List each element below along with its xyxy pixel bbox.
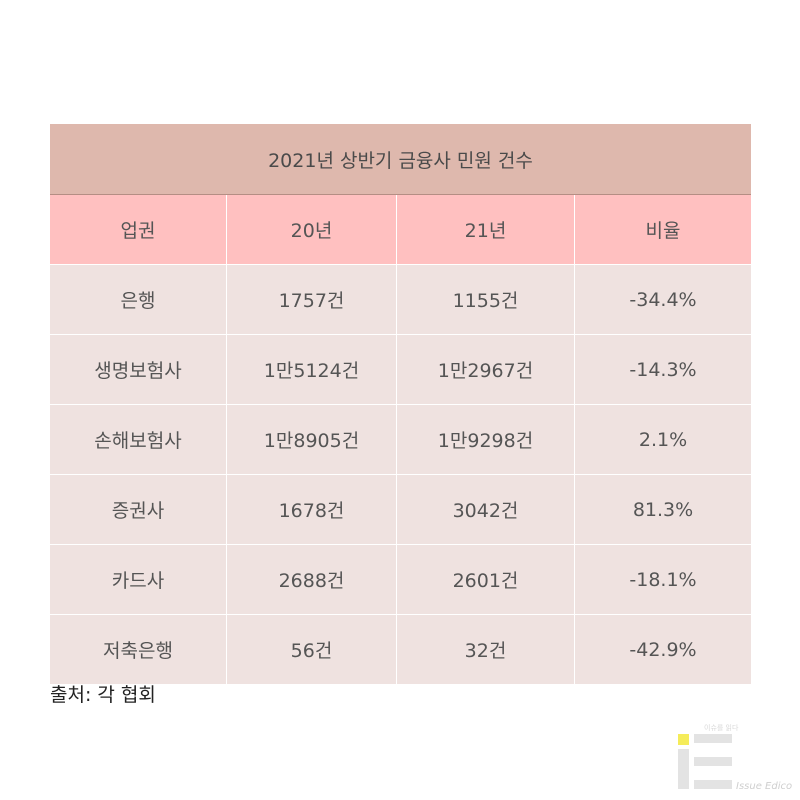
row-2021-value: 3042건 (397, 475, 575, 544)
source-note: 출처: 각 협회 (50, 684, 156, 706)
row-2021-value: 1만9298건 (397, 405, 575, 474)
complaints-table: 2021년 상반기 금융사 민원 건수 업권 20년 21년 비율 은행 175… (50, 124, 751, 684)
table-row: 은행 1757건 1155건 -34.4% (50, 264, 751, 334)
table-row: 손해보험사 1만8905건 1만9298건 2.1% (50, 404, 751, 474)
issue-edico-logo: 이슈를 읽다 Issue Edico (678, 723, 792, 792)
table-header-row: 업권 20년 21년 비율 (50, 195, 751, 264)
row-2020-value: 1만8905건 (227, 405, 397, 474)
row-ratio: 2.1% (638, 428, 688, 451)
row-ratio: -42.9% (629, 638, 697, 661)
row-industry: 카드사 (50, 545, 227, 614)
row-industry: 저축은행 (50, 615, 227, 684)
table-row: 저축은행 56건 32건 -42.9% (50, 614, 751, 684)
row-2021-value: 1155건 (397, 265, 575, 334)
row-ratio: 81.3% (632, 498, 694, 521)
logo-accent-dot (678, 734, 689, 745)
table-title: 2021년 상반기 금융사 민원 건수 (50, 124, 751, 195)
row-industry: 손해보험사 (50, 405, 227, 474)
row-2021-value: 1만2967건 (397, 335, 575, 404)
row-2020-value: 56건 (227, 615, 397, 684)
logo-small-text: 이슈를 읽다 (704, 723, 739, 732)
header-industry: 업권 (50, 195, 227, 264)
table-row: 카드사 2688건 2601건 -18.1% (50, 544, 751, 614)
table-row: 증권사 1678건 3042건 81.3% (50, 474, 751, 544)
row-ratio: -14.3% (629, 358, 697, 381)
header-2020: 20년 (227, 195, 397, 264)
row-2020-value: 1757건 (227, 265, 397, 334)
row-industry: 증권사 (50, 475, 227, 544)
table-row: 생명보험사 1만5124건 1만2967건 -14.3% (50, 334, 751, 404)
row-industry: 생명보험사 (50, 335, 227, 404)
row-2021-value: 2601건 (397, 545, 575, 614)
logo-brand-text: Issue Edico (736, 781, 792, 792)
row-2020-value: 1만5124건 (227, 335, 397, 404)
row-industry: 은행 (50, 265, 227, 334)
row-ratio: -18.1% (629, 568, 697, 591)
row-2020-value: 2688건 (227, 545, 397, 614)
header-ratio: 비율 (645, 220, 681, 242)
row-2021-value: 32건 (397, 615, 575, 684)
row-ratio: -34.4% (629, 288, 697, 311)
row-2020-value: 1678건 (227, 475, 397, 544)
header-2021: 21년 (397, 195, 575, 264)
